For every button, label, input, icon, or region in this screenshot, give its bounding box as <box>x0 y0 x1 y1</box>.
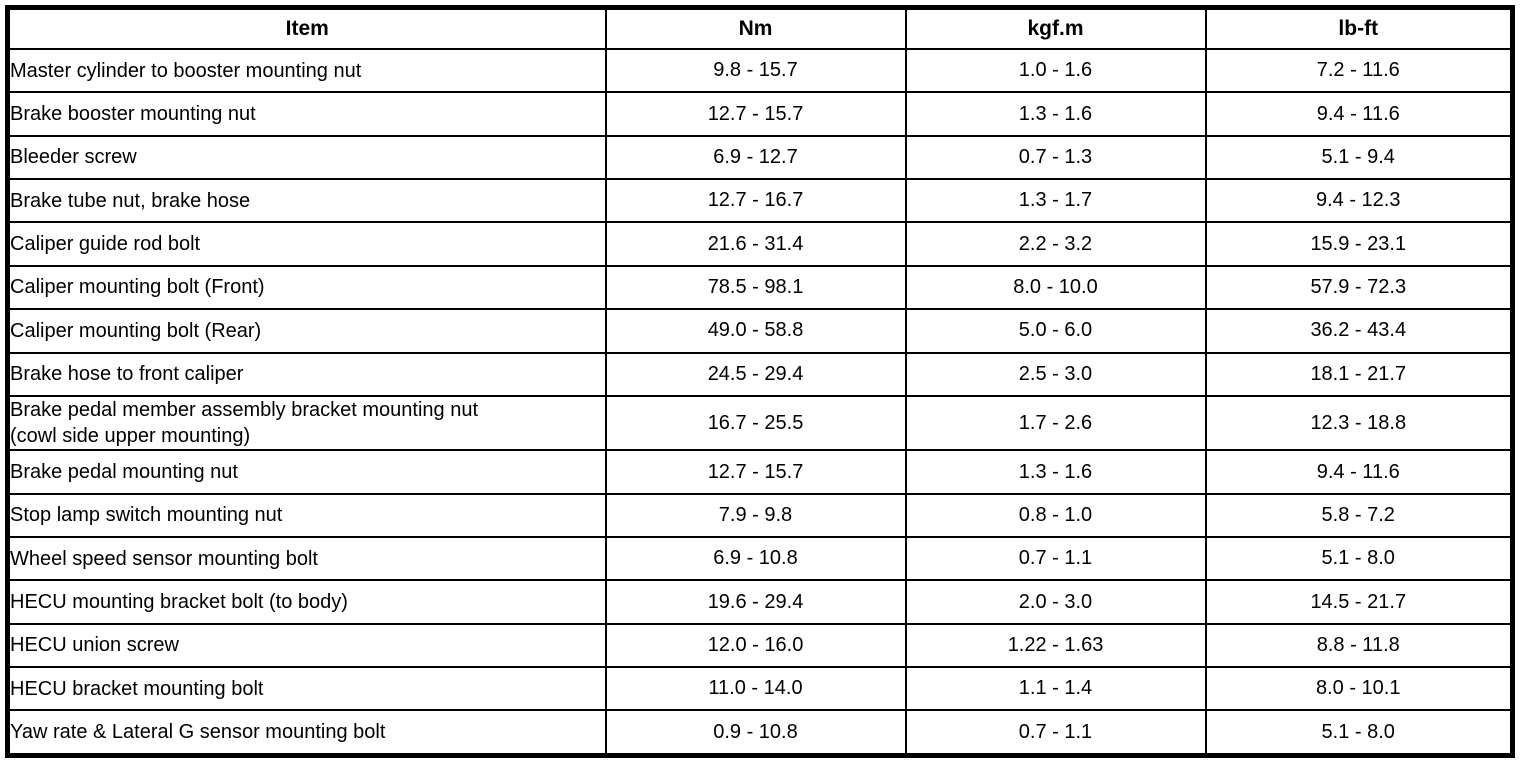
nm-cell: 21.6 - 31.4 <box>604 221 907 267</box>
table-row: Yaw rate & Lateral G sensor mounting bol… <box>6 709 1514 757</box>
kgfm-cell: 1.3 - 1.6 <box>904 91 1207 137</box>
item-cell: HECU mounting bracket bolt (to body) <box>6 579 607 625</box>
item-cell: HECU union screw <box>6 622 607 669</box>
table-row: Brake tube nut, brake hose 12.7 - 16.7 1.3… <box>6 178 1514 224</box>
table-row: Stop lamp switch mounting nut 7.9 - 9.8 0.… <box>6 492 1514 539</box>
nm-cell: 49.0 - 58.8 <box>604 308 907 354</box>
nm-cell: 16.7 - 25.5 <box>604 394 907 452</box>
lbft-cell: 57.9 - 72.3 <box>1204 264 1514 311</box>
item-cell: Brake hose to front caliper <box>6 351 607 397</box>
table-row: Brake pedal mounting nut 12.7 - 15.7 1.3 -… <box>6 449 1514 495</box>
kgfm-cell: 0.7 - 1.1 <box>904 536 1207 582</box>
table-row: HECU mounting bracket bolt (to body) 19.6… <box>6 579 1514 625</box>
table-row: Bleeder screw 6.9 - 12.7 0.7 - 1.3 5.1 - 9.… <box>6 134 1514 181</box>
item-cell: Caliper mounting bolt (Front) <box>6 264 607 311</box>
table-row: Brake booster mounting nut 12.7 - 15.7 1.3… <box>6 91 1514 137</box>
lbft-cell: 7.2 - 11.6 <box>1204 47 1514 94</box>
lbft-cell: 15.9 - 23.1 <box>1204 221 1514 267</box>
table-row: Master cylinder to booster mounting nut 9… <box>6 47 1514 94</box>
kgfm-cell: 0.7 - 1.1 <box>904 709 1207 757</box>
item-cell: Master cylinder to booster mounting nut <box>6 47 607 94</box>
nm-cell: 19.6 - 29.4 <box>604 579 907 625</box>
nm-cell: 12.7 - 15.7 <box>604 91 907 137</box>
nm-cell: 12.0 - 16.0 <box>604 622 907 669</box>
kgfm-cell: 5.0 - 6.0 <box>904 308 1207 354</box>
kgfm-cell: 8.0 - 10.0 <box>904 264 1207 311</box>
table-row: Brake hose to front caliper 24.5 - 29.4 2.… <box>6 351 1514 397</box>
item-cell: Stop lamp switch mounting nut <box>6 492 607 539</box>
lbft-cell: 9.4 - 11.6 <box>1204 449 1514 495</box>
nm-cell: 6.9 - 10.8 <box>604 536 907 582</box>
nm-cell: 7.9 - 9.8 <box>604 492 907 539</box>
lbft-cell: 36.2 - 43.4 <box>1204 308 1514 354</box>
lbft-cell: 5.1 - 9.4 <box>1204 134 1514 181</box>
kgfm-cell: 1.22 - 1.63 <box>904 622 1207 669</box>
header-row: Item Nm kgf.m lb-ft <box>6 6 1514 50</box>
lbft-cell: 12.3 - 18.8 <box>1204 394 1514 452</box>
item-cell: Caliper guide rod bolt <box>6 221 607 267</box>
table-row: HECU bracket mounting bolt 11.0 - 14.0 1.1… <box>6 666 1514 712</box>
kgfm-cell: 1.7 - 2.6 <box>904 394 1207 452</box>
kgfm-cell: 2.5 - 3.0 <box>904 351 1207 397</box>
kgfm-cell: 0.8 - 1.0 <box>904 492 1207 539</box>
lbft-cell: 14.5 - 21.7 <box>1204 579 1514 625</box>
kgfm-cell: 1.1 - 1.4 <box>904 666 1207 712</box>
nm-cell: 0.9 - 10.8 <box>604 709 907 757</box>
kgfm-cell: 1.3 - 1.7 <box>904 178 1207 224</box>
lbft-cell: 5.1 - 8.0 <box>1204 709 1514 757</box>
nm-cell: 9.8 - 15.7 <box>604 47 907 94</box>
column-header-kgfm: kgf.m <box>904 6 1207 50</box>
kgfm-cell: 1.0 - 1.6 <box>904 47 1207 94</box>
item-cell: Brake tube nut, brake hose <box>6 178 607 224</box>
nm-cell: 78.5 - 98.1 <box>604 264 907 311</box>
nm-cell: 12.7 - 15.7 <box>604 449 907 495</box>
kgfm-cell: 2.0 - 3.0 <box>904 579 1207 625</box>
item-cell: Caliper mounting bolt (Rear) <box>6 308 607 354</box>
item-cell: Yaw rate & Lateral G sensor mounting bol… <box>6 709 607 757</box>
table-row: Brake pedal member assembly bracket moun… <box>6 394 1514 452</box>
nm-cell: 11.0 - 14.0 <box>604 666 907 712</box>
table-row: Caliper guide rod bolt 21.6 - 31.4 2.2 - 3… <box>6 221 1514 267</box>
item-cell: Brake booster mounting nut <box>6 91 607 137</box>
lbft-cell: 5.1 - 8.0 <box>1204 536 1514 582</box>
table-row: Caliper mounting bolt (Rear) 49.0 - 58.8 5… <box>6 308 1514 354</box>
lbft-cell: 9.4 - 12.3 <box>1204 178 1514 224</box>
nm-cell: 12.7 - 16.7 <box>604 178 907 224</box>
lbft-cell: 8.8 - 11.8 <box>1204 622 1514 669</box>
kgfm-cell: 0.7 - 1.3 <box>904 134 1207 181</box>
column-header-nm: Nm <box>604 6 907 50</box>
lbft-cell: 18.1 - 21.7 <box>1204 351 1514 397</box>
item-cell: HECU bracket mounting bolt <box>6 666 607 712</box>
kgfm-cell: 2.2 - 3.2 <box>904 221 1207 267</box>
item-cell: Wheel speed sensor mounting bolt <box>6 536 607 582</box>
item-cell: Brake pedal mounting nut <box>6 449 607 495</box>
nm-cell: 6.9 - 12.7 <box>604 134 907 181</box>
table-row: Wheel speed sensor mounting bolt 6.9 - 10… <box>6 536 1514 582</box>
lbft-cell: 5.8 - 7.2 <box>1204 492 1514 539</box>
item-cell: Brake pedal member assembly bracket moun… <box>6 394 607 452</box>
lbft-cell: 9.4 - 11.6 <box>1204 91 1514 137</box>
column-header-item: Item <box>6 6 607 50</box>
table-row: HECU union screw 12.0 - 16.0 1.22 - 1.63 8.… <box>6 622 1514 669</box>
column-header-lbft: lb-ft <box>1204 6 1514 50</box>
nm-cell: 24.5 - 29.4 <box>604 351 907 397</box>
table-row: Caliper mounting bolt (Front) 78.5 - 98.1… <box>6 264 1514 311</box>
torque-spec-table: Item Nm kgf.m lb-ft Master cylinder to b… <box>5 5 1515 758</box>
kgfm-cell: 1.3 - 1.6 <box>904 449 1207 495</box>
item-cell: Bleeder screw <box>6 134 607 181</box>
lbft-cell: 8.0 - 10.1 <box>1204 666 1514 712</box>
table-body: Master cylinder to booster mounting nut 9… <box>6 47 1514 757</box>
